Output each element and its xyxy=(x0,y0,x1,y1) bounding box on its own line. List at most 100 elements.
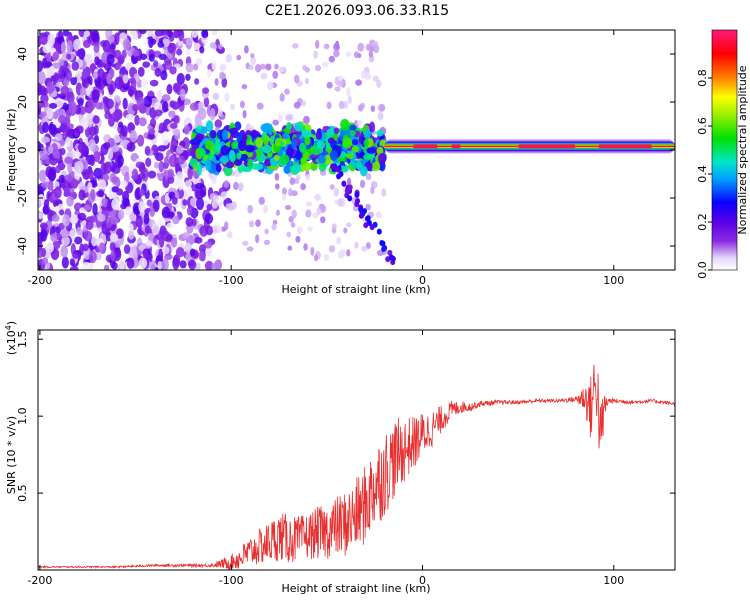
heatmap-cell xyxy=(303,115,310,125)
heatmap-cell xyxy=(212,92,220,101)
heatmap-cell xyxy=(106,72,112,85)
heatmap-cell xyxy=(186,206,193,216)
heatmap-cell xyxy=(176,145,184,154)
heatmap-cell xyxy=(175,247,185,258)
heatmap-cell xyxy=(329,150,338,161)
heatmap-cell xyxy=(38,212,44,220)
heatmap-cell xyxy=(182,232,190,239)
heatmap-cell xyxy=(154,109,163,117)
heatmap-cell xyxy=(363,153,373,160)
heatmap-cell xyxy=(293,101,301,109)
heatmap-cell xyxy=(372,44,380,54)
heatmap-cell xyxy=(220,145,230,156)
heatmap-cell xyxy=(154,30,164,37)
heatmap-cell xyxy=(333,43,338,50)
heatmap-cell xyxy=(338,171,344,178)
heatmap-cell xyxy=(192,42,201,51)
heatmap-cell xyxy=(281,187,287,196)
heatmap-cell xyxy=(110,216,119,225)
heatmap-cell xyxy=(38,159,42,171)
heatmap-cell xyxy=(246,246,254,252)
heatmap-cell xyxy=(39,85,47,96)
heatmap-cell xyxy=(161,134,170,146)
heatmap-cell xyxy=(306,226,313,232)
heatmap-cell xyxy=(166,222,175,229)
heatmap-cell xyxy=(145,240,153,247)
heatmap-cell xyxy=(89,154,96,167)
heatmap-cell xyxy=(221,77,228,88)
heatmap-cell xyxy=(361,208,367,215)
heatmap-cell xyxy=(198,147,206,158)
heatmap-cell xyxy=(138,117,147,127)
heatmap-cell xyxy=(361,245,368,252)
heatmap-cell xyxy=(60,85,70,96)
heatmap-cell xyxy=(206,203,213,212)
heatmap-cell xyxy=(150,118,157,128)
heatmap-cell xyxy=(128,230,135,240)
heatmap-cell xyxy=(335,166,341,173)
heatmap-cell xyxy=(304,67,311,73)
heatmap-cell xyxy=(155,152,164,162)
heatmap-cell xyxy=(92,71,99,80)
heatmap-cell xyxy=(167,168,174,178)
heatmap-cell xyxy=(255,234,260,244)
heatmap-cell xyxy=(117,209,125,220)
snr-xtick-label: 0 xyxy=(419,574,426,587)
heatmap-cell xyxy=(301,100,307,107)
spectrogram-xlabel: Height of straight line (km) xyxy=(281,283,430,296)
heatmap-cell xyxy=(129,130,138,143)
heatmap-cell xyxy=(164,253,173,260)
heatmap-cell xyxy=(195,197,205,211)
heatmap-cell xyxy=(237,140,247,152)
snr-xtick-label: -100 xyxy=(219,574,244,587)
heatmap-cell xyxy=(228,204,235,211)
heatmap-cell xyxy=(337,75,344,81)
heatmap-cell xyxy=(167,30,173,38)
heatmap-cell xyxy=(41,136,50,144)
colorbar-gradient xyxy=(711,29,738,271)
heatmap-cell xyxy=(300,183,307,191)
heatmap-cell xyxy=(103,141,111,150)
heatmap-cell xyxy=(94,56,100,66)
heatmap-cell xyxy=(241,84,248,90)
heatmap-cell xyxy=(230,103,236,111)
heatmap-cell xyxy=(144,145,151,156)
heatmap-cell xyxy=(176,155,186,165)
heatmap-cell xyxy=(46,81,55,94)
heatmap-cell xyxy=(294,177,300,184)
heatmap-cell xyxy=(127,123,136,132)
heatmap-cell xyxy=(161,246,170,255)
heatmap-cell xyxy=(199,189,207,198)
heatmap-cell xyxy=(60,228,69,239)
heatmap-cell xyxy=(204,260,214,270)
heatmap-cell xyxy=(333,187,339,197)
heatmap-cell xyxy=(42,43,52,54)
heatmap-cell xyxy=(39,36,48,45)
heatmap-cell xyxy=(320,204,327,214)
heatmap-cell xyxy=(76,48,85,58)
heatmap-cell xyxy=(75,70,82,79)
heatmap-cell xyxy=(363,70,369,77)
heatmap-cell xyxy=(347,195,353,202)
heatmap-cell xyxy=(275,209,281,216)
heatmap-cell xyxy=(122,190,130,202)
heatmap-cell xyxy=(263,134,269,146)
heatmap-cell xyxy=(121,49,127,59)
snr-ytick-label: 0.5 xyxy=(16,484,29,502)
heatmap-cell xyxy=(338,100,345,110)
heatmap-cell xyxy=(172,257,180,270)
heatmap-cell xyxy=(370,105,376,112)
heatmap-cell xyxy=(50,225,57,232)
heatmap-cell xyxy=(134,114,140,126)
heatmap-cell xyxy=(204,139,215,151)
heatmap-cell xyxy=(295,235,301,243)
heatmap-cell xyxy=(247,204,253,214)
heatmap-cell xyxy=(286,231,292,238)
heatmap-cell xyxy=(211,199,218,209)
heatmap-cell xyxy=(108,84,114,96)
heatmap-cell xyxy=(135,215,143,228)
spectrogram-xtick-label: 0 xyxy=(419,274,426,287)
snr-xlabel: Height of straight line (km) xyxy=(281,582,430,595)
heatmap-cell xyxy=(305,209,312,218)
heatmap-cell xyxy=(203,241,213,249)
